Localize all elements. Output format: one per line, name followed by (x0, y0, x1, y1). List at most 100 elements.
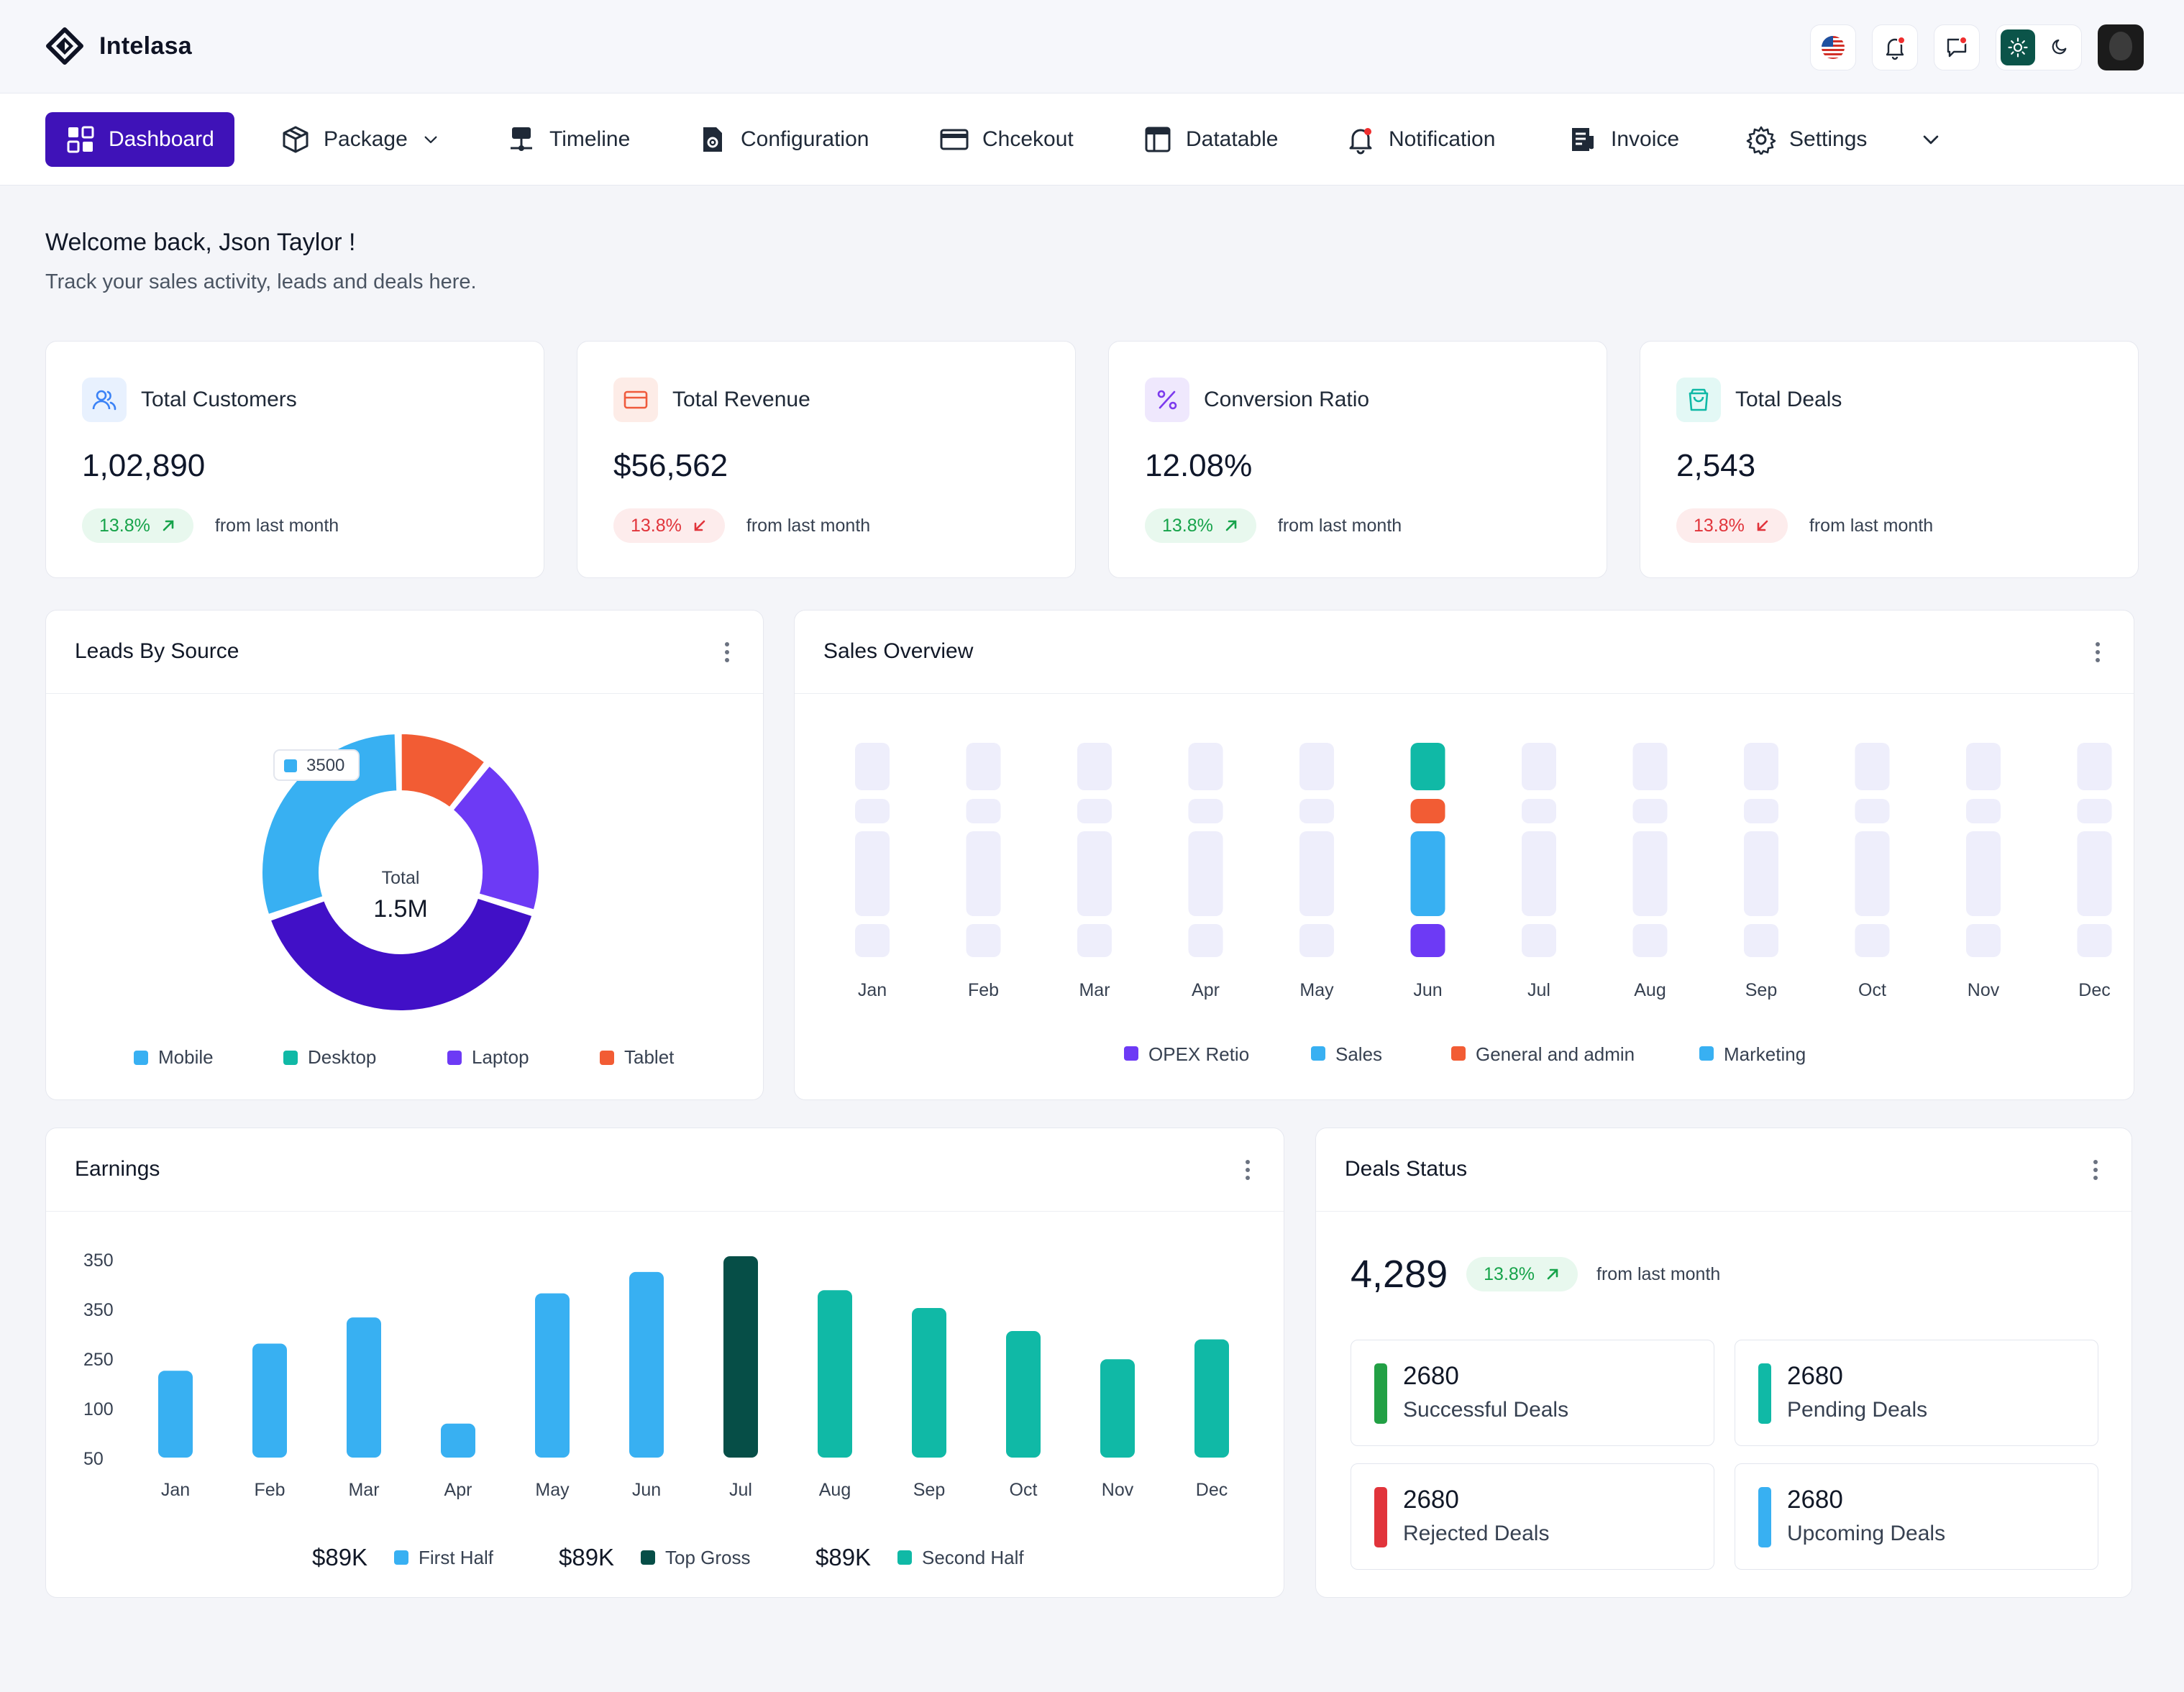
sales-bar-segment[interactable] (1744, 831, 1778, 916)
sales-bar-segment[interactable] (1077, 743, 1112, 790)
sales-bar-segment[interactable] (1855, 924, 1890, 957)
nav-datatable[interactable]: Datatable (1123, 112, 1298, 167)
sales-bar-segment[interactable] (1077, 831, 1112, 916)
sales-bar-segment[interactable] (1077, 799, 1112, 823)
earnings-bar[interactable] (912, 1308, 946, 1458)
earnings-bar[interactable] (252, 1343, 287, 1458)
notifications-button[interactable] (1872, 24, 1918, 70)
sales-bar-segment[interactable] (2077, 924, 2112, 957)
sales-bar-segment[interactable] (1410, 924, 1445, 957)
sales-bar-segment[interactable] (1855, 743, 1890, 790)
nav-configuration[interactable]: Configuration (677, 112, 889, 167)
earnings-bar[interactable] (818, 1290, 852, 1458)
earnings-bar[interactable] (535, 1293, 570, 1458)
deal-box-pending[interactable]: 2680 Pending Deals (1735, 1340, 2098, 1446)
legend-item[interactable]: OPEX Retio (1124, 1043, 1249, 1065)
sales-bar-segment[interactable] (1188, 831, 1223, 916)
sales-bar-segment[interactable] (1522, 831, 1556, 916)
earnings-bar[interactable] (158, 1371, 193, 1458)
legend-item[interactable]: Sales (1311, 1043, 1382, 1065)
language-button[interactable] (1810, 24, 1856, 70)
legend-item-tablet[interactable]: Tablet (600, 1046, 674, 1069)
sales-bar-segment[interactable] (1077, 924, 1112, 957)
sales-bar-segment[interactable] (1966, 831, 2001, 916)
sales-bar-segment[interactable] (1299, 799, 1334, 823)
nav-settings[interactable]: Settings (1726, 112, 1887, 167)
sales-bar-segment[interactable] (1188, 799, 1223, 823)
earnings-bar[interactable] (441, 1423, 475, 1458)
sales-bar-segment[interactable] (966, 831, 1001, 916)
sales-bar-segment[interactable] (1188, 743, 1223, 790)
nav-invoice[interactable]: Invoice (1548, 112, 1699, 167)
sales-bar-segment[interactable] (2077, 799, 2112, 823)
sales-bar-segment[interactable] (1522, 743, 1556, 790)
sales-bar-segment[interactable] (1744, 799, 1778, 823)
user-avatar[interactable] (2098, 24, 2144, 70)
sales-bar-segment[interactable] (1632, 799, 1668, 823)
sales-bar-segment[interactable] (1410, 799, 1445, 823)
nav-notification[interactable]: Notification (1325, 112, 1515, 167)
sales-bar-segment[interactable] (966, 924, 1001, 957)
light-mode-button[interactable] (2001, 29, 2035, 65)
sales-bar-segment[interactable] (1632, 831, 1668, 916)
sales-bar-segment[interactable] (1966, 743, 2001, 790)
earnings-bar[interactable] (1194, 1339, 1229, 1458)
sales-bar-segment[interactable] (2077, 831, 2112, 916)
sales-bar-segment[interactable] (966, 743, 1001, 790)
deal-box-successful[interactable]: 2680 Successful Deals (1351, 1340, 1714, 1446)
donut-slice-tablet[interactable] (398, 731, 488, 810)
earnings-summary-item[interactable]: $89K First Half (312, 1544, 494, 1570)
earnings-bar[interactable] (629, 1271, 664, 1458)
nav-checkout[interactable]: Chcekout (919, 112, 1094, 167)
theme-toggle[interactable] (1996, 24, 2082, 70)
dark-mode-button[interactable] (2042, 29, 2077, 65)
sales-bar-segment[interactable] (1855, 799, 1890, 823)
earnings-bar[interactable] (1100, 1359, 1135, 1458)
sales-bar-segment[interactable] (1744, 924, 1778, 957)
sales-bar-segment[interactable] (1299, 743, 1334, 790)
sales-bar-segment[interactable] (855, 924, 890, 957)
earnings-bar[interactable] (347, 1317, 381, 1458)
donut-slice-desktop[interactable] (268, 895, 535, 1013)
nav-timeline[interactable]: Timeline (486, 112, 650, 167)
sales-bar-segment[interactable] (1632, 743, 1668, 790)
legend-item-mobile[interactable]: Mobile (134, 1046, 214, 1069)
deal-box-rejected[interactable]: 2680 Rejected Deals (1351, 1463, 1714, 1570)
nav-package[interactable]: Package (260, 112, 461, 167)
sales-bar-segment[interactable] (855, 743, 890, 790)
sales-bar-segment[interactable] (1410, 743, 1445, 790)
earnings-summary-item[interactable]: $89K Second Half (815, 1544, 1024, 1570)
earnings-bar[interactable] (723, 1256, 758, 1458)
donut-slice-mobile[interactable] (260, 731, 400, 918)
sales-bar-segment[interactable] (1522, 924, 1556, 957)
sales-bar-segment[interactable] (1744, 743, 1778, 790)
legend-item-laptop[interactable]: Laptop (447, 1046, 529, 1069)
sales-bar-segment[interactable] (966, 799, 1001, 823)
legend-item-desktop[interactable]: Desktop (283, 1046, 376, 1069)
sales-bar-segment[interactable] (1966, 924, 2001, 957)
sales-bar-segment[interactable] (855, 831, 890, 916)
earnings-summary-item[interactable]: $89K Top Gross (559, 1544, 751, 1570)
more-options-icon[interactable] (2088, 1157, 2103, 1183)
sales-bar-segment[interactable] (1410, 831, 1445, 916)
sales-bar-segment[interactable] (1299, 831, 1334, 916)
nav-dashboard[interactable]: Dashboard (45, 112, 234, 167)
sales-bar-segment[interactable] (1188, 924, 1223, 957)
more-options-icon[interactable] (1241, 1157, 1255, 1183)
more-options-icon[interactable] (720, 639, 734, 665)
more-options-icon[interactable] (2091, 639, 2105, 665)
earnings-bar[interactable] (1006, 1331, 1041, 1458)
legend-item[interactable]: General and admin (1451, 1043, 1635, 1065)
messages-button[interactable] (1934, 24, 1980, 70)
donut-slice-laptop[interactable] (450, 763, 542, 913)
sales-bar-segment[interactable] (855, 799, 890, 823)
sales-bar-segment[interactable] (1855, 831, 1890, 916)
sales-bar-segment[interactable] (1299, 924, 1334, 957)
legend-item[interactable]: Marketing (1699, 1043, 1806, 1065)
sales-bar-segment[interactable] (2077, 743, 2112, 790)
brand-logo[interactable]: Intelasa (46, 27, 192, 65)
sales-bar-segment[interactable] (1632, 924, 1668, 957)
sales-bar-segment[interactable] (1966, 799, 2001, 823)
nav-more-button[interactable] (1899, 112, 1963, 167)
deal-box-upcoming[interactable]: 2680 Upcoming Deals (1735, 1463, 2098, 1570)
